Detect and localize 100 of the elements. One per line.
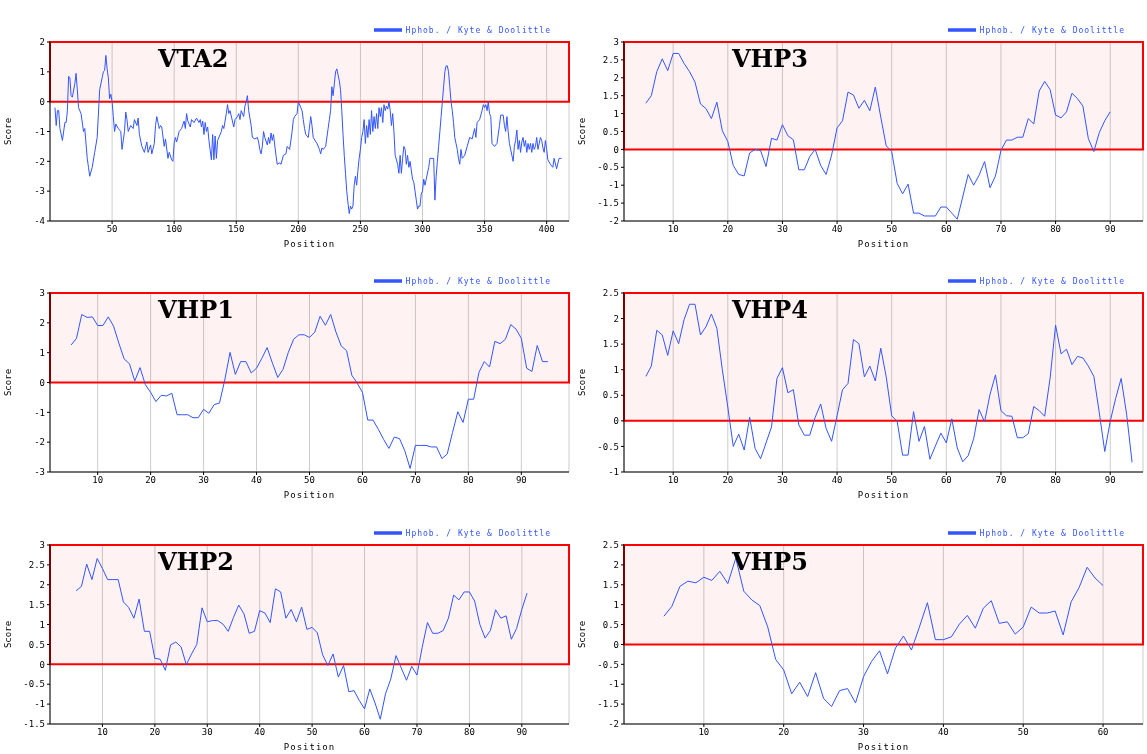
y-tick-label: 0.5 bbox=[602, 619, 619, 630]
y-tick-label: -0.5 bbox=[597, 441, 619, 452]
x-tick-label: 90 bbox=[515, 475, 527, 486]
x-tick-label: 30 bbox=[858, 727, 869, 738]
y-tick-label: -1.5 bbox=[23, 718, 45, 729]
y-tick-label: -1.5 bbox=[597, 198, 619, 209]
y-tick-label: 2 bbox=[39, 318, 45, 329]
x-axis-title: Position bbox=[283, 741, 336, 752]
y-tick-label: 2.5 bbox=[602, 55, 619, 66]
x-tick-label: 30 bbox=[777, 224, 788, 235]
y-tick-label: 1 bbox=[39, 348, 45, 359]
x-tick-label: 100 bbox=[166, 224, 183, 235]
y-tick-label: -1 bbox=[34, 126, 45, 137]
x-tick-label: 30 bbox=[777, 475, 788, 486]
y-tick-label: 0 bbox=[39, 378, 45, 389]
y-tick-label: -1 bbox=[34, 698, 45, 709]
x-tick-label: 40 bbox=[831, 475, 843, 486]
legend-label: Hphob. / Kyte & Doolittle bbox=[979, 528, 1125, 538]
x-tick-label: 20 bbox=[778, 727, 790, 738]
y-tick-label: 0 bbox=[613, 639, 619, 650]
y-tick-label: -2 bbox=[608, 718, 619, 729]
y-tick-label: -1.5 bbox=[597, 698, 619, 709]
y-tick-label: 2 bbox=[613, 73, 619, 83]
y-tick-label: -0.5 bbox=[23, 679, 45, 690]
legend-label: Hphob. / Kyte & Doolittle bbox=[405, 528, 551, 538]
y-tick-label: -1 bbox=[608, 180, 619, 191]
y-tick-label: 3 bbox=[613, 37, 619, 48]
x-tick-label: 70 bbox=[410, 475, 421, 486]
legend-label: Hphob. / Kyte & Doolittle bbox=[979, 276, 1125, 286]
x-tick-label: 30 bbox=[198, 475, 209, 486]
x-tick-label: 60 bbox=[359, 727, 370, 738]
x-tick-label: 40 bbox=[251, 475, 262, 486]
y-axis-title: Score bbox=[3, 620, 14, 648]
y-tick-label: 0 bbox=[39, 96, 45, 107]
x-tick-label: 50 bbox=[304, 475, 315, 486]
x-tick-label: 300 bbox=[414, 224, 431, 235]
y-tick-label: -2 bbox=[34, 156, 45, 167]
x-tick-label: 30 bbox=[201, 727, 213, 738]
x-tick-label: 40 bbox=[831, 224, 843, 235]
x-axis-title: Position bbox=[857, 741, 910, 752]
x-tick-label: 80 bbox=[1050, 224, 1062, 235]
x-tick-label: 80 bbox=[462, 475, 474, 486]
y-axis-title: Score bbox=[3, 369, 14, 397]
y-tick-label: -4 bbox=[34, 216, 45, 227]
chart-title: VHP5 bbox=[732, 546, 809, 576]
y-tick-label: 0.5 bbox=[602, 390, 619, 401]
x-tick-label: 50 bbox=[306, 727, 318, 738]
x-tick-label: 90 bbox=[1104, 475, 1116, 486]
y-axis-title: Score bbox=[577, 369, 588, 397]
x-tick-label: 80 bbox=[1050, 475, 1062, 486]
x-tick-label: 10 bbox=[698, 727, 710, 738]
y-axis-title: Score bbox=[577, 620, 588, 648]
chart-title: VHP2 bbox=[158, 546, 235, 576]
x-tick-label: 20 bbox=[722, 224, 734, 235]
x-tick-label: 20 bbox=[722, 475, 734, 486]
y-tick-label: 1 bbox=[613, 365, 619, 376]
x-tick-label: 50 bbox=[106, 224, 118, 235]
y-tick-label: -1 bbox=[608, 679, 619, 690]
y-tick-label: 2 bbox=[613, 314, 619, 325]
y-tick-label: -1 bbox=[608, 467, 619, 478]
x-tick-label: 80 bbox=[463, 727, 475, 738]
x-axis-title: Position bbox=[283, 239, 336, 249]
x-tick-label: 60 bbox=[1097, 727, 1109, 738]
y-tick-label: 1.5 bbox=[602, 339, 619, 350]
x-tick-label: 60 bbox=[940, 475, 952, 486]
x-tick-label: 60 bbox=[357, 475, 368, 486]
x-tick-label: 10 bbox=[92, 475, 104, 486]
y-tick-label: 0.5 bbox=[28, 639, 45, 650]
y-tick-label: 0.5 bbox=[602, 126, 619, 137]
y-tick-label: -0.5 bbox=[597, 162, 619, 173]
x-tick-label: 90 bbox=[1104, 224, 1116, 235]
chart-title: VHP4 bbox=[732, 295, 809, 325]
x-tick-label: 20 bbox=[145, 475, 157, 486]
y-tick-label: 1.5 bbox=[602, 579, 619, 590]
y-tick-label: 1 bbox=[613, 108, 619, 119]
y-axis-title: Score bbox=[3, 117, 14, 146]
y-tick-label: -1 bbox=[34, 407, 45, 418]
y-tick-label: 1 bbox=[39, 619, 45, 630]
y-axis-title: Score bbox=[577, 117, 588, 146]
y-tick-label: -0.5 bbox=[597, 659, 619, 670]
x-tick-label: 70 bbox=[995, 224, 1007, 235]
x-axis-title: Position bbox=[857, 239, 910, 249]
x-tick-label: 10 bbox=[97, 727, 108, 738]
x-tick-label: 150 bbox=[228, 224, 245, 235]
y-tick-label: 2.5 bbox=[602, 288, 619, 299]
x-tick-label: 400 bbox=[538, 224, 555, 235]
y-tick-label: 3 bbox=[39, 539, 45, 550]
x-tick-label: 40 bbox=[937, 727, 949, 738]
legend-label: Hphob. / Kyte & Doolittle bbox=[405, 25, 551, 35]
legend-label: Hphob. / Kyte & Doolittle bbox=[405, 276, 551, 286]
y-tick-label: 0 bbox=[39, 659, 45, 670]
x-tick-label: 90 bbox=[516, 727, 528, 738]
y-tick-label: -3 bbox=[34, 467, 45, 478]
y-tick-label: 1 bbox=[39, 67, 45, 78]
x-tick-label: 250 bbox=[352, 224, 369, 235]
x-axis-title: Position bbox=[857, 490, 910, 501]
x-tick-label: 50 bbox=[886, 224, 898, 235]
y-tick-label: 2 bbox=[613, 559, 619, 570]
x-tick-label: 20 bbox=[149, 727, 161, 738]
y-tick-label: -2 bbox=[608, 216, 619, 227]
